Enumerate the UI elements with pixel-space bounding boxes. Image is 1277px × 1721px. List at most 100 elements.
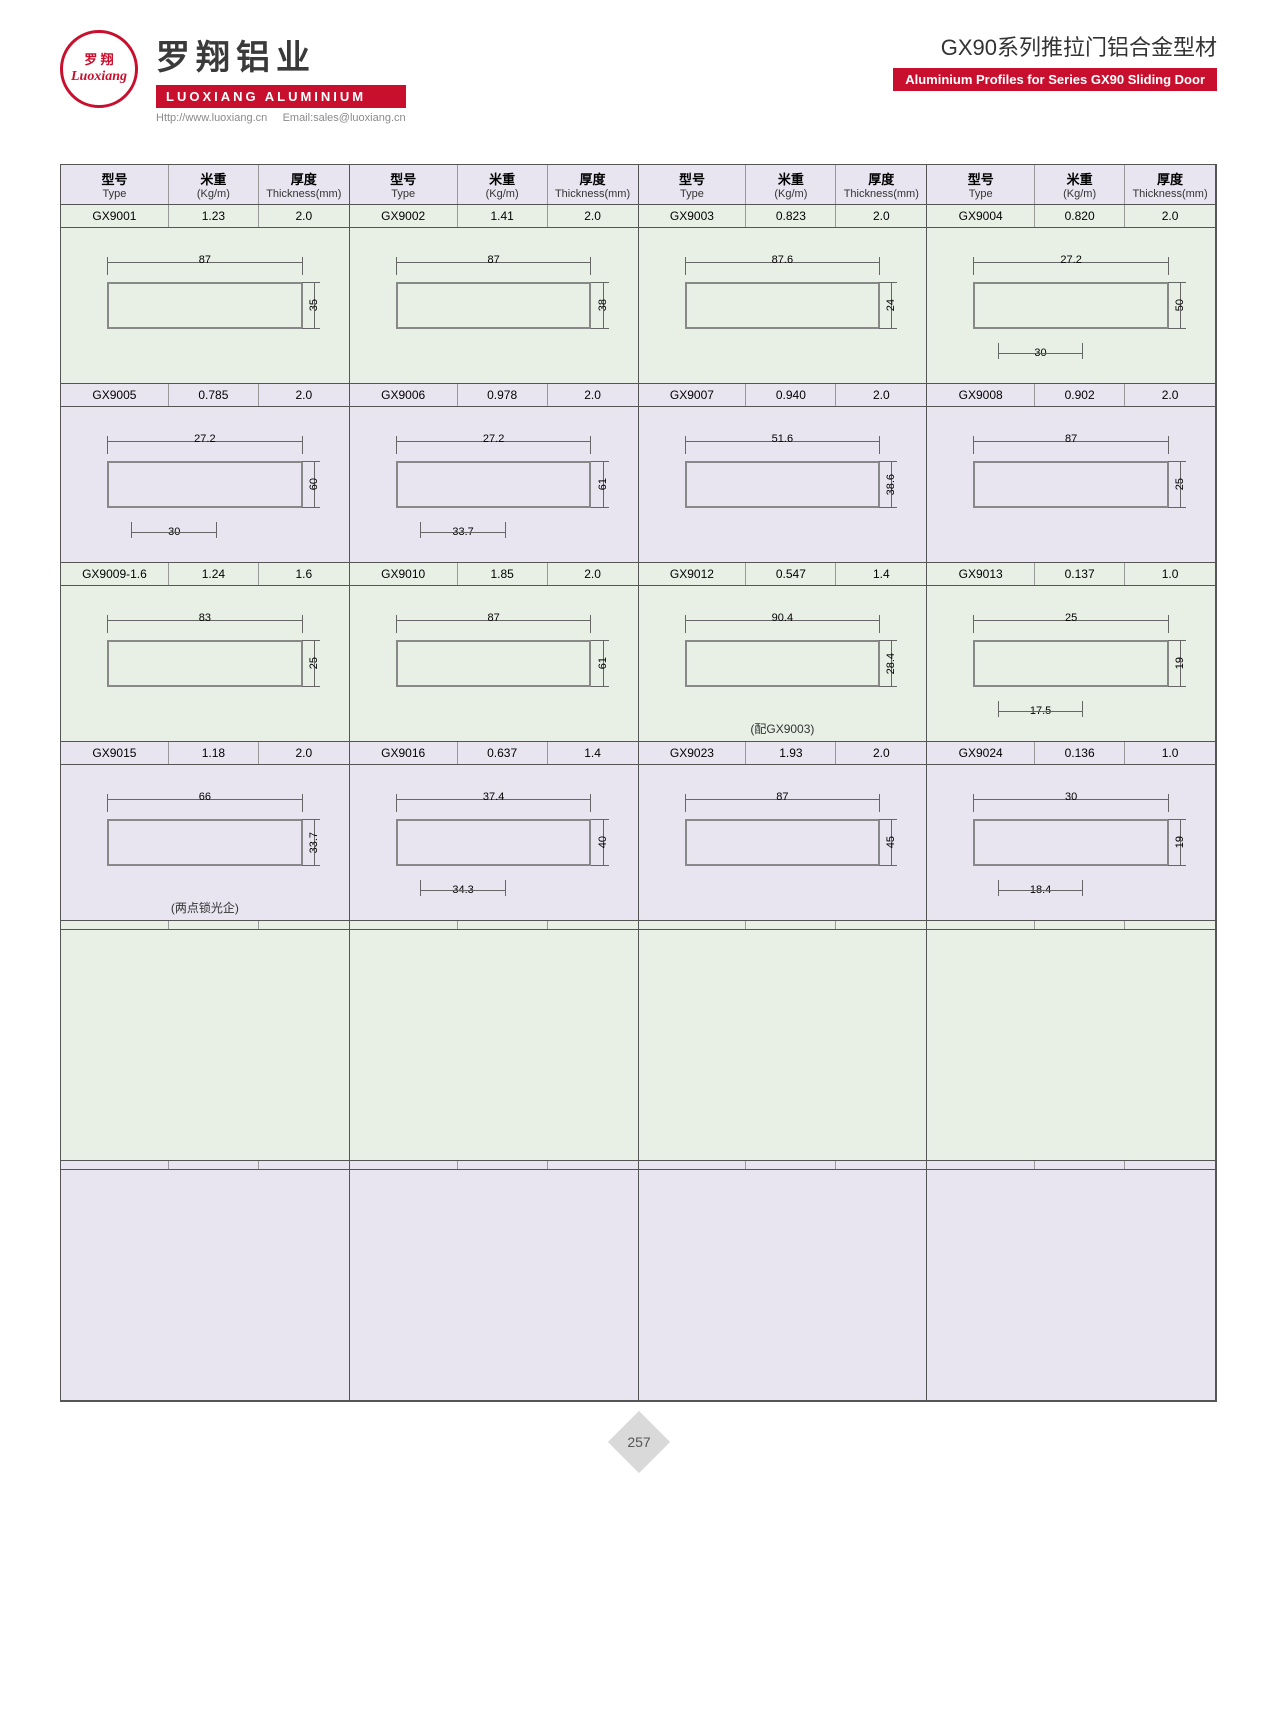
profile-data-cell: GX90080.9022.0 — [927, 384, 1216, 407]
logo-en: Luoxiang — [71, 69, 127, 84]
brand-name-cn: 罗翔铝业 — [156, 30, 406, 79]
dim-height: 45 — [885, 834, 897, 850]
dim-height: 19 — [1174, 834, 1186, 850]
profile-data-cell: GX90151.182.0 — [61, 742, 350, 765]
profile-thickness: 1.0 — [1125, 563, 1215, 585]
profile-thickness: 2.0 — [836, 205, 926, 227]
profile-diagram: 251917.5 — [927, 586, 1216, 742]
profile-weight: 0.940 — [746, 384, 836, 406]
dim-bottom: 17.5 — [1027, 705, 1054, 717]
header-weight: 米重(Kg/m) — [458, 165, 548, 204]
profile-thickness: 1.4 — [548, 742, 638, 764]
dim-width: 30 — [1061, 791, 1081, 803]
profile-data-cell: GX90021.412.0 — [350, 205, 639, 228]
profile-thickness: 2.0 — [836, 384, 926, 406]
dim-height: 50 — [1174, 297, 1186, 313]
dim-height: 25 — [1174, 476, 1186, 492]
profile-thickness: 2.0 — [548, 205, 638, 227]
profile-type: GX9013 — [927, 563, 1035, 585]
brand-bar: LUOXIANG ALUMINIUM — [156, 85, 406, 108]
dim-bottom: 34.3 — [449, 884, 476, 896]
profile-diagram: 37.4 40 34.3 — [350, 765, 639, 921]
profile-diagram — [639, 1170, 928, 1401]
dim-width: 27.2 — [1056, 254, 1085, 266]
header-type: 型号Type — [350, 165, 458, 204]
profile-data-cell: GX90120.5471.4 — [639, 563, 928, 586]
profile-type: GX9005 — [61, 384, 169, 406]
dim-width: 27.2 — [190, 433, 219, 445]
logo-badge: 罗 翔 Luoxiang — [60, 30, 138, 108]
profile-data-cell — [639, 1161, 928, 1170]
profile-type: GX9023 — [639, 742, 747, 764]
dim-width: 37.4 — [479, 791, 508, 803]
profile-weight: 0.637 — [458, 742, 548, 764]
series-title-cn: GX90系列推拉门铝合金型材 — [893, 30, 1217, 62]
profile-diagram: 87 45 — [639, 765, 928, 921]
profile-thickness: 2.0 — [836, 742, 926, 764]
dim-bottom: 33.7 — [449, 526, 476, 538]
profile-diagram: 8761 — [350, 586, 639, 742]
dim-width: 87 — [483, 612, 503, 624]
page-number-wrap: 257 — [60, 1420, 1217, 1469]
header-weight: 米重(Kg/m) — [746, 165, 836, 204]
profile-weight: 1.41 — [458, 205, 548, 227]
profile-weight: 0.137 — [1035, 563, 1125, 585]
header-type: 型号Type — [639, 165, 747, 204]
profile-weight: 1.18 — [169, 742, 259, 764]
column-header-cell: 型号Type米重(Kg/m)厚度Thickness(mm) — [350, 165, 639, 205]
header-weight: 米重(Kg/m) — [169, 165, 259, 204]
page-number-badge: 257 — [607, 1411, 669, 1473]
profile-diagram — [61, 1170, 350, 1401]
profile-weight: 0.820 — [1035, 205, 1125, 227]
dim-width: 25 — [1061, 612, 1081, 624]
profile-data-cell: GX9009-1.61.241.6 — [61, 563, 350, 586]
dim-height: 40 — [597, 834, 609, 850]
profile-diagram: 51.6 38.6 — [639, 407, 928, 563]
profile-data-cell: GX90231.932.0 — [639, 742, 928, 765]
dim-width: 66 — [195, 791, 215, 803]
profile-type: GX9002 — [350, 205, 458, 227]
profile-data-cell: GX90070.9402.0 — [639, 384, 928, 407]
profile-diagram: 87 25 — [927, 407, 1216, 563]
profile-type: GX9016 — [350, 742, 458, 764]
dim-height: 33.7 — [308, 830, 320, 855]
profile-type: GX9024 — [927, 742, 1035, 764]
profile-data-cell: GX90040.8202.0 — [927, 205, 1216, 228]
profile-data-cell: GX90160.6371.4 — [350, 742, 639, 765]
dim-width: 27.2 — [479, 433, 508, 445]
profile-diagram: 8738 — [350, 228, 639, 384]
profile-data-cell — [927, 1161, 1216, 1170]
profile-data-cell — [927, 921, 1216, 930]
profile-type: GX9001 — [61, 205, 169, 227]
header-type: 型号Type — [61, 165, 169, 204]
profile-catalog-grid: 型号Type米重(Kg/m)厚度Thickness(mm)型号Type米重(Kg… — [60, 164, 1217, 1402]
header-thickness: 厚度Thickness(mm) — [548, 165, 638, 204]
profile-data-cell — [350, 1161, 639, 1170]
profile-diagram — [639, 930, 928, 1161]
profile-data-cell: GX90130.1371.0 — [927, 563, 1216, 586]
profile-thickness: 2.0 — [548, 563, 638, 585]
column-header-cell: 型号Type米重(Kg/m)厚度Thickness(mm) — [61, 165, 350, 205]
page-number: 257 — [617, 1420, 661, 1464]
profile-thickness: 2.0 — [259, 384, 349, 406]
title-block: GX90系列推拉门铝合金型材 Aluminium Profiles for Se… — [893, 30, 1217, 91]
profile-diagram: 301918.4 — [927, 765, 1216, 921]
dim-width: 87 — [772, 791, 792, 803]
profile-weight: 0.902 — [1035, 384, 1125, 406]
dim-bottom: 30 — [165, 526, 183, 538]
profile-thickness: 2.0 — [1125, 384, 1215, 406]
dim-width: 87 — [483, 254, 503, 266]
profile-data-cell: GX90101.852.0 — [350, 563, 639, 586]
dim-width: 87.6 — [768, 254, 797, 266]
email-text: Email:sales@luoxiang.cn — [283, 112, 406, 124]
profile-weight: 1.23 — [169, 205, 259, 227]
dim-height: 38.6 — [885, 472, 897, 497]
profile-diagram: 27.26030 — [61, 407, 350, 563]
profile-note: (配GX9003) — [639, 720, 927, 737]
dim-width: 51.6 — [768, 433, 797, 445]
contact-line: Http://www.luoxiang.cn Email:sales@luoxi… — [156, 112, 406, 124]
dim-height: 61 — [597, 476, 609, 492]
profile-diagram — [350, 930, 639, 1161]
dim-width: 87 — [1061, 433, 1081, 445]
profile-type: GX9015 — [61, 742, 169, 764]
